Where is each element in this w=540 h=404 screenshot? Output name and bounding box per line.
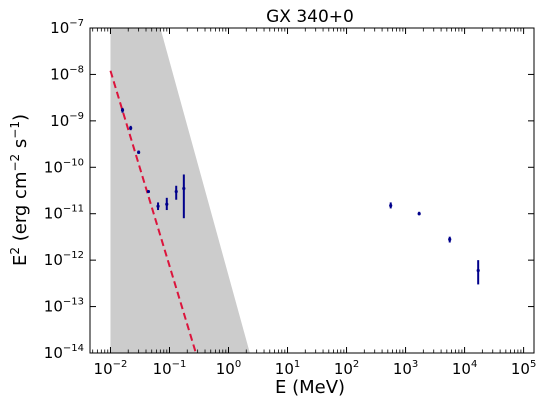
x-tick-label: 104	[452, 359, 477, 378]
y-tick-label: 10−10	[44, 157, 84, 176]
point-marker	[174, 189, 178, 194]
point-marker	[129, 126, 133, 130]
point-marker	[389, 203, 393, 208]
x-tick-label: 10−1	[153, 359, 187, 378]
y-axis-label: E2 (erg cm−2 s−1)	[8, 114, 31, 266]
data-point	[389, 202, 393, 209]
point-marker	[146, 189, 151, 194]
data-point	[174, 185, 178, 200]
data-points	[120, 107, 480, 285]
x-tick-label: 10−2	[94, 359, 128, 378]
x-axis-ticks: 10−2 10−1 100 101 102 103 104 105	[92, 28, 536, 378]
chart-title: GX 340+0	[266, 7, 354, 27]
data-point	[120, 107, 125, 113]
data-point	[129, 125, 133, 131]
y-tick-label: 10−9	[50, 111, 84, 130]
point-marker	[120, 108, 125, 112]
y-label-units-sup1: −2	[8, 154, 22, 172]
x-tick-label: 105	[511, 359, 536, 378]
y-label-units-mid: s	[10, 139, 31, 154]
point-marker	[182, 186, 186, 191]
data-point	[137, 150, 141, 154]
y-label-units: (erg cm	[10, 172, 31, 242]
y-tick-label: 10−13	[44, 297, 84, 316]
y-label-sup: 2	[8, 247, 22, 255]
shaded-region	[110, 28, 250, 353]
data-point	[448, 236, 452, 243]
point-marker	[165, 202, 169, 206]
y-tick-label: 10−7	[50, 18, 84, 37]
svg-text:E2 (erg cm−2 s−1): E2 (erg cm−2 s−1)	[8, 114, 31, 266]
y-tick-label: 10−11	[44, 204, 84, 223]
point-marker	[417, 212, 421, 216]
data-point	[146, 189, 151, 194]
plot-frame	[89, 27, 535, 354]
x-tick-label: 100	[216, 359, 241, 378]
y-tick-label: 10−8	[50, 64, 84, 83]
point-marker	[448, 237, 452, 241]
y-label-prefix: E	[10, 255, 31, 266]
y-label-units-sup2: −1	[8, 121, 22, 139]
x-axis-label: E (MeV)	[275, 377, 345, 398]
plot-content	[109, 28, 480, 354]
data-point	[417, 211, 421, 216]
point-marker	[137, 150, 141, 154]
model-dashed-line	[109, 70, 197, 354]
point-marker	[156, 204, 160, 208]
data-point	[476, 260, 480, 285]
y-tick-label: 10−12	[44, 250, 84, 269]
y-tick-label: 10−14	[44, 343, 84, 362]
y-axis-ticks: 10−14 10−13 10−12 10−11 10−10 10−9 10−8 10−7	[44, 18, 534, 362]
y-label-units-end: )	[10, 114, 31, 121]
data-point	[182, 174, 186, 219]
point-marker	[476, 268, 480, 273]
data-point	[165, 197, 169, 211]
x-tick-label: 101	[275, 359, 300, 378]
x-tick-label: 103	[393, 359, 418, 378]
data-point	[156, 202, 160, 211]
x-tick-label: 102	[334, 359, 359, 378]
